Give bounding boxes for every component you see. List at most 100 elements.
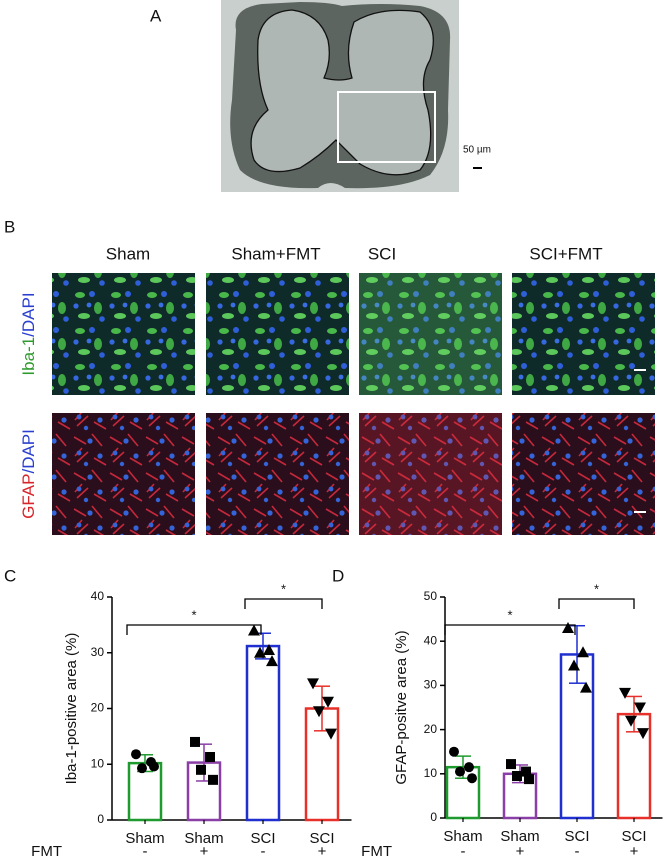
y-axis-label: Iba-1-positive area (%) bbox=[63, 633, 80, 785]
data-point bbox=[455, 766, 465, 777]
data-point bbox=[254, 646, 266, 658]
data-point bbox=[521, 766, 531, 777]
significance-bracket bbox=[126, 624, 262, 635]
micrograph bbox=[206, 413, 349, 535]
data-point bbox=[322, 696, 334, 708]
micrograph-overlay bbox=[359, 413, 502, 535]
data-point bbox=[625, 715, 637, 727]
y-tick-label: 40 bbox=[424, 633, 438, 647]
data-point bbox=[307, 678, 319, 690]
data-point bbox=[577, 646, 589, 658]
y-tick-label: 20 bbox=[424, 722, 438, 736]
column-header: SCI+FMT bbox=[529, 244, 602, 263]
y-tick-label: 10 bbox=[91, 756, 105, 770]
data-point bbox=[449, 746, 459, 757]
data-point bbox=[313, 706, 325, 718]
micrograph bbox=[52, 273, 195, 395]
x-tick-label: Sham bbox=[125, 830, 164, 847]
x-tick-label: Sham bbox=[184, 830, 223, 847]
zoom-box bbox=[337, 91, 436, 163]
y-tick-label: 0 bbox=[430, 810, 437, 824]
significance-bracket bbox=[558, 598, 635, 609]
bar bbox=[245, 644, 281, 822]
data-point bbox=[325, 728, 337, 740]
group-value: - bbox=[261, 843, 266, 858]
y-tick-label: 40 bbox=[91, 589, 105, 603]
x-tick-label: SCI bbox=[564, 828, 589, 845]
row-label: GFAP/DAPI bbox=[19, 429, 38, 519]
significance-label: * bbox=[507, 607, 512, 622]
x-tick-label: Sham bbox=[443, 828, 482, 845]
data-point bbox=[562, 621, 574, 633]
micrograph bbox=[359, 413, 502, 535]
panel-label: C bbox=[4, 566, 16, 585]
group-label: FMT bbox=[31, 843, 62, 858]
data-point bbox=[208, 774, 218, 785]
column-header: Sham+FMT bbox=[231, 244, 320, 263]
group-value: + bbox=[516, 843, 525, 858]
group-value: + bbox=[630, 843, 639, 858]
data-point bbox=[506, 759, 516, 770]
data-point bbox=[568, 659, 580, 671]
group-value: - bbox=[143, 843, 148, 858]
data-point bbox=[248, 624, 260, 636]
row-label: Iba-1/DAPI bbox=[19, 292, 38, 375]
group-value: + bbox=[318, 843, 327, 858]
significance-label: * bbox=[191, 607, 196, 622]
data-point bbox=[263, 643, 275, 655]
y-tick-label: 0 bbox=[97, 812, 104, 826]
micrograph bbox=[512, 413, 655, 535]
group-value: - bbox=[461, 843, 466, 858]
micrograph-grid bbox=[52, 273, 655, 535]
micrograph bbox=[512, 273, 655, 395]
panel-label: A bbox=[150, 6, 162, 25]
data-point bbox=[137, 763, 147, 774]
x-tick-label: SCI bbox=[621, 828, 646, 845]
data-point bbox=[196, 764, 206, 775]
data-point bbox=[464, 762, 474, 773]
x-tick-label: Sham bbox=[500, 828, 539, 845]
data-point bbox=[205, 752, 215, 763]
data-point bbox=[131, 749, 141, 760]
stain-name: /DAPI bbox=[19, 429, 38, 473]
data-point bbox=[149, 761, 159, 772]
data-point bbox=[467, 773, 477, 784]
data-point bbox=[512, 771, 522, 782]
micrograph-overlay bbox=[359, 273, 502, 395]
stain-name: /DAPI bbox=[19, 292, 38, 336]
scale-label: 50 µm bbox=[463, 145, 491, 156]
data-point bbox=[524, 774, 534, 785]
data-point bbox=[634, 702, 646, 714]
data-point bbox=[190, 736, 200, 747]
micrograph bbox=[206, 273, 349, 395]
data-point bbox=[637, 728, 649, 740]
data-point bbox=[619, 687, 631, 699]
panel-label: D bbox=[332, 566, 344, 585]
stain-name: GFAP bbox=[19, 474, 38, 519]
micrograph bbox=[359, 273, 502, 395]
y-tick-label: 30 bbox=[424, 678, 438, 692]
group-label: FMT bbox=[361, 843, 392, 858]
y-axis-label: GFAP-positve area (%) bbox=[393, 630, 410, 784]
stain-name: Iba-1 bbox=[19, 337, 38, 376]
column-header: SCI bbox=[368, 244, 396, 263]
x-tick-label: SCI bbox=[250, 830, 275, 847]
group-value: - bbox=[575, 843, 580, 858]
y-tick-label: 10 bbox=[424, 766, 438, 780]
data-point bbox=[580, 681, 592, 693]
y-tick-label: 20 bbox=[91, 701, 105, 715]
column-header: Sham bbox=[106, 244, 150, 263]
significance-label: * bbox=[281, 581, 286, 596]
significance-bracket bbox=[444, 624, 576, 635]
significance-label: * bbox=[594, 581, 599, 596]
data-point bbox=[266, 655, 278, 667]
group-value: + bbox=[200, 843, 209, 858]
y-tick-label: 30 bbox=[91, 645, 105, 659]
micrograph bbox=[52, 413, 195, 535]
x-tick-label: SCI bbox=[309, 830, 334, 847]
y-tick-label: 50 bbox=[424, 589, 438, 603]
panel-label: B bbox=[4, 217, 15, 236]
significance-bracket bbox=[244, 598, 323, 609]
